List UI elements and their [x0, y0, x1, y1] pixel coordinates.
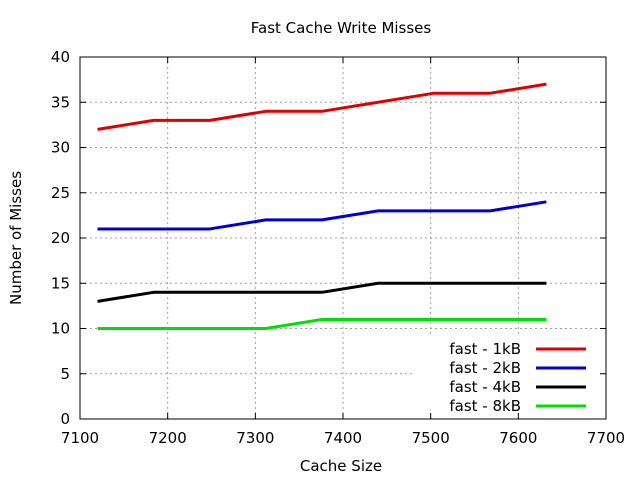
x-tick-label: 7500 — [412, 429, 450, 447]
y-tick-label: 40 — [51, 48, 70, 66]
x-tick-label: 7700 — [587, 429, 625, 447]
y-tick-label: 15 — [51, 274, 70, 292]
y-tick-label: 30 — [51, 139, 70, 157]
series-line-1 — [97, 82, 547, 131]
y-tick-label: 0 — [60, 410, 70, 428]
legend-label: fast - 1kB — [449, 340, 521, 358]
y-tick-label: 20 — [51, 229, 70, 247]
axis-ticks: 0 5 10 15 20 25 30 35 40 7100 7200 7300 7400 7500 7600… — [51, 48, 625, 447]
x-tick-label: 7300 — [236, 429, 274, 447]
series-line-2 — [97, 200, 547, 231]
y-tick-label: 25 — [51, 184, 70, 202]
series-line-3 — [97, 281, 547, 303]
x-tick-label: 7100 — [61, 429, 99, 447]
y-axis-label: Number of Misses — [7, 171, 25, 305]
legend-label: fast - 8kB — [449, 397, 521, 415]
series-lines — [97, 82, 547, 330]
x-tick-label: 7200 — [149, 429, 187, 447]
x-axis-label: Cache Size — [300, 457, 382, 475]
legend-label: fast - 4kB — [449, 378, 521, 396]
chart-title: Fast Cache Write Misses — [251, 19, 432, 37]
y-tick-label: 35 — [51, 93, 70, 111]
x-tick-label: 7600 — [499, 429, 537, 447]
y-tick-label: 5 — [60, 365, 70, 383]
legend-label: fast - 2kB — [449, 359, 521, 377]
series-line-4 — [97, 317, 547, 330]
x-tick-label: 7400 — [324, 429, 362, 447]
y-tick-label: 10 — [51, 320, 70, 338]
grid-lines — [80, 57, 606, 419]
